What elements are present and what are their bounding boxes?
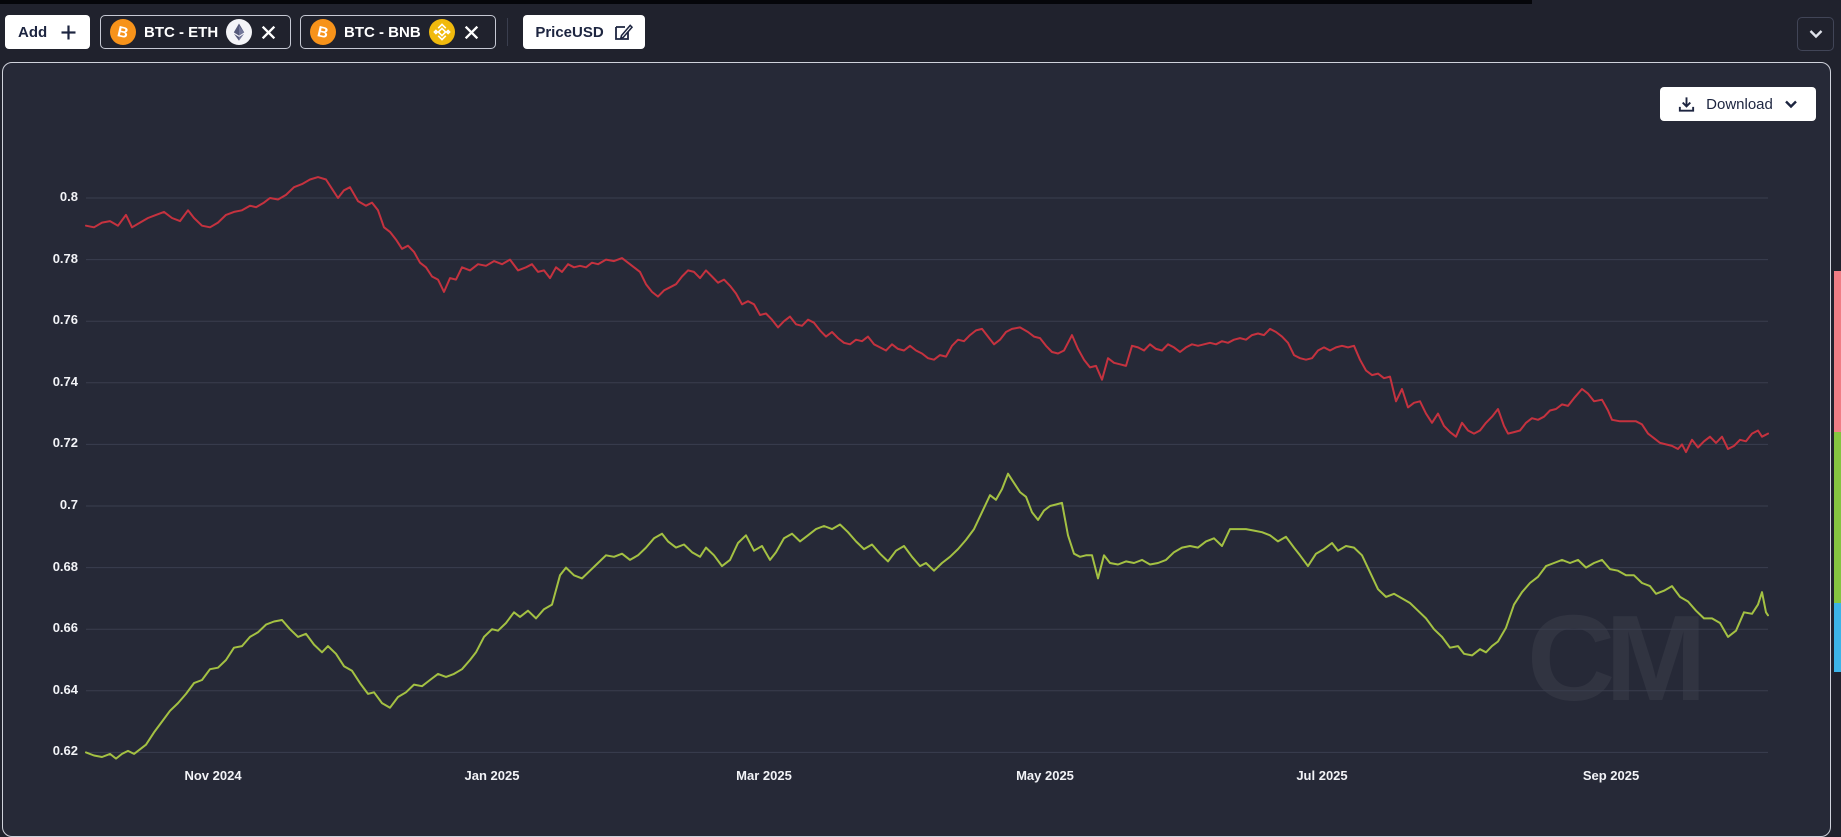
- add-pair-button[interactable]: Add: [5, 15, 90, 49]
- y-tick-label: 0.76: [52, 312, 78, 328]
- x-tick-label: May 2025: [1016, 768, 1074, 783]
- edit-icon: [614, 24, 633, 40]
- y-tick-label: 0.72: [52, 435, 78, 451]
- y-tick-label: 0.74: [52, 373, 78, 389]
- chevron-down-icon: [1785, 100, 1797, 109]
- plus-icon: [61, 25, 76, 39]
- y-tick-label: 0.8: [59, 189, 78, 204]
- metric-selector-button[interactable]: PriceUSD: [523, 15, 645, 49]
- coinmetrics-watermark: CM: [1527, 590, 1707, 726]
- y-tick-label: 0.7: [59, 497, 78, 512]
- pair-label: BTC - ETH: [144, 23, 219, 41]
- y-tick-label: 0.64: [52, 681, 78, 697]
- edge-strip-green: [1834, 432, 1841, 603]
- download-label: Download: [1706, 95, 1773, 113]
- top-black-strip: [0, 0, 1532, 4]
- remove-pair-icon[interactable]: [463, 24, 480, 41]
- y-tick-label: 0.68: [52, 558, 78, 574]
- btc-icon: B: [110, 19, 136, 45]
- svg-text:B: B: [116, 23, 131, 42]
- pair-chip-btc-bnb[interactable]: B BTC - BNB: [300, 15, 496, 49]
- y-tick-label: 0.78: [52, 250, 78, 266]
- bnb-icon: [428, 19, 455, 45]
- download-button[interactable]: Download: [1660, 87, 1816, 121]
- toolbar: Add B BTC - ETH B BTC - BNB: [0, 0, 1841, 62]
- edge-strip-pink: [1834, 271, 1841, 432]
- x-tick-label: Jan 2025: [464, 768, 520, 783]
- pair-chip-btc-eth[interactable]: B BTC - ETH: [100, 15, 291, 49]
- edge-strip-blue: [1834, 603, 1841, 672]
- remove-pair-icon[interactable]: [260, 24, 277, 41]
- svg-text:B: B: [316, 23, 331, 42]
- download-icon: [1679, 96, 1695, 112]
- collapse-toolbar-button[interactable]: [1797, 17, 1834, 51]
- eth-icon: [226, 19, 253, 45]
- x-tick-label: Mar 2025: [736, 768, 792, 783]
- chevron-down-icon: [1809, 30, 1822, 39]
- x-tick-label: Jul 2025: [1296, 768, 1348, 783]
- y-tick-label: 0.62: [52, 743, 78, 759]
- btc-icon: B: [310, 19, 336, 45]
- y-tick-label: 0.66: [52, 620, 78, 636]
- metric-label: PriceUSD: [535, 23, 604, 41]
- x-tick-label: Sep 2025: [1582, 768, 1640, 783]
- toolbar-divider: [507, 18, 508, 46]
- pair-label: BTC - BNB: [344, 23, 421, 41]
- add-label: Add: [18, 23, 48, 41]
- x-tick-label: Nov 2024: [184, 768, 242, 783]
